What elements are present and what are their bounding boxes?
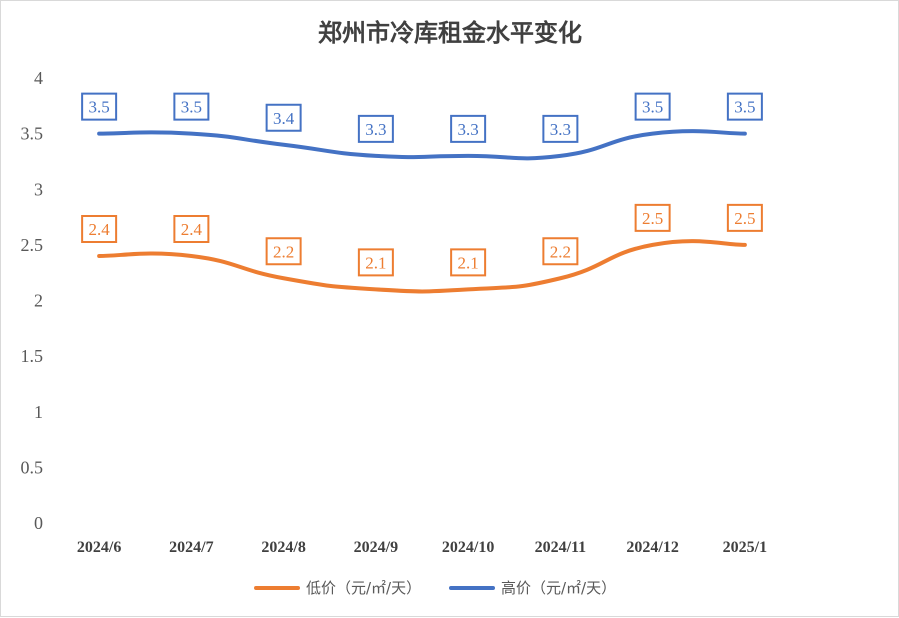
data-label: 3.3 (542, 114, 579, 143)
x-tick-label: 2024/10 (442, 539, 494, 556)
data-label: 2.2 (265, 237, 302, 266)
data-label-text: 2.2 (273, 242, 294, 261)
data-label: 2.1 (357, 248, 394, 277)
data-label-box (357, 114, 394, 143)
data-label-box (265, 103, 302, 132)
data-label-box (450, 248, 487, 277)
legend-label: 低价（元/㎡/天） (306, 579, 421, 597)
data-labels: 2.4 2.4 2.2 2.1 2.1 2.2 2.5 2.5 3.5 3.5 3.4 3.3 3.3 3… (81, 92, 763, 277)
data-label: 2.4 (81, 215, 118, 243)
data-label: 3.4 (265, 103, 302, 132)
data-label-box (542, 237, 579, 266)
data-label-text: 2.4 (89, 220, 111, 239)
data-label: 3.5 (634, 92, 671, 121)
data-label: 3.5 (173, 92, 210, 121)
data-label: 2.1 (450, 248, 487, 277)
data-label-box (173, 215, 210, 243)
data-label-box (265, 237, 302, 266)
data-label: 3.5 (81, 92, 118, 121)
x-tick-label: 2024/9 (354, 539, 398, 556)
data-label-box (542, 114, 579, 143)
y-tick-label: 1.5 (21, 346, 44, 366)
y-tick-label: 0 (34, 513, 43, 533)
data-label: 2.2 (542, 237, 579, 266)
data-label-text: 2.1 (365, 253, 386, 272)
y-tick-label: 0.5 (21, 457, 44, 477)
data-label-box (726, 92, 763, 121)
x-tick-label: 2024/12 (626, 539, 678, 556)
y-axis: 0 0.5 1 1.5 2 2.5 3 3.5 4 (21, 68, 44, 533)
data-label-text: 3.5 (642, 98, 663, 117)
x-tick-label: 2025/1 (723, 539, 767, 556)
data-label-box (173, 92, 210, 121)
data-label-text: 2.1 (458, 253, 479, 272)
legend-item: 高价（元/㎡/天） (449, 579, 616, 597)
data-label-text: 3.3 (365, 120, 386, 139)
legend-item: 低价（元/㎡/天） (254, 579, 421, 597)
series-line (97, 239, 747, 294)
data-label-text: 2.5 (734, 209, 755, 228)
x-tick-label: 2024/6 (77, 539, 121, 556)
y-tick-label: 2.5 (21, 235, 44, 255)
data-label-text: 3.4 (273, 109, 295, 128)
data-label-box (357, 248, 394, 277)
y-tick-label: 3.5 (21, 124, 44, 144)
data-label-text: 3.3 (550, 120, 571, 139)
data-label: 3.3 (357, 114, 394, 143)
legend: 低价（元/㎡/天） 高价（元/㎡/天） (254, 579, 616, 597)
x-tick-label: 2024/11 (535, 539, 587, 556)
data-label-box (634, 203, 671, 232)
data-label-box (81, 215, 118, 243)
data-label-text: 3.5 (181, 98, 202, 117)
data-label-box (450, 114, 487, 143)
data-label-box (726, 203, 763, 232)
data-label: 2.5 (726, 203, 763, 232)
data-label-text: 2.2 (550, 242, 571, 261)
data-label-box (81, 92, 118, 121)
y-tick-label: 2 (34, 291, 43, 311)
chart-title: 郑州市冷库租金水平变化 (318, 18, 582, 47)
y-tick-label: 4 (34, 68, 43, 88)
x-tick-label: 2024/8 (261, 539, 305, 556)
data-label: 2.5 (634, 203, 671, 232)
data-label-text: 2.4 (181, 220, 203, 239)
data-label-text: 3.5 (89, 98, 110, 117)
x-tick-label: 2024/7 (169, 539, 213, 556)
data-label: 3.3 (450, 114, 487, 143)
data-label: 2.4 (173, 215, 210, 243)
data-label-box (634, 92, 671, 121)
data-label: 3.5 (726, 92, 763, 121)
legend-label: 高价（元/㎡/天） (501, 579, 616, 597)
series-line (97, 129, 747, 161)
y-tick-label: 1 (34, 402, 43, 422)
series-lines (97, 129, 747, 294)
x-axis: 2024/6 2024/7 2024/8 2024/9 2024/10 2024/11 20… (77, 539, 767, 556)
data-label-text: 2.5 (642, 209, 663, 228)
data-label-text: 3.3 (458, 120, 479, 139)
data-label-text: 3.5 (734, 98, 755, 117)
y-tick-label: 3 (34, 179, 43, 199)
